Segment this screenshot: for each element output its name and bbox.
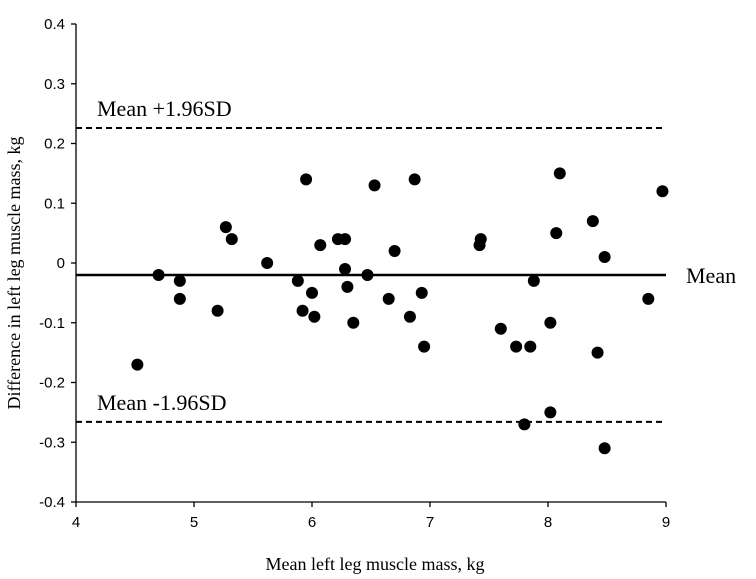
y-axis-label: Difference in left leg muscle mass, kg <box>4 136 24 409</box>
data-point <box>296 304 309 317</box>
data-point <box>591 346 604 359</box>
data-point <box>339 233 352 246</box>
data-point <box>152 268 165 281</box>
data-point <box>474 233 487 246</box>
data-point <box>415 286 428 299</box>
data-point <box>368 179 381 192</box>
data-point <box>550 227 563 240</box>
mean-line-label: Mean <box>686 263 736 288</box>
y-tick-label: -0.1 <box>39 315 65 332</box>
data-point <box>527 274 540 287</box>
data-point <box>173 274 186 287</box>
data-point <box>225 233 238 246</box>
data-point <box>173 292 186 305</box>
data-point <box>656 185 669 198</box>
reference-lines: Mean +1.96SD Mean Mean -1.96SD <box>76 96 736 423</box>
y-tick-label: 0.3 <box>44 76 65 93</box>
data-point <box>382 292 395 305</box>
data-point <box>361 268 374 281</box>
axes: -0.4 -0.3 -0.2 -0.1 0 0.1 0.2 0.3 0.4 4 5 6 7 8 9 <box>39 16 670 531</box>
x-axis-label: Mean left leg muscle mass, kg <box>266 554 485 574</box>
data-point <box>403 310 416 323</box>
data-point <box>524 340 537 353</box>
data-point <box>261 257 274 269</box>
y-tick-label: 0.4 <box>44 16 65 33</box>
data-point <box>518 418 531 431</box>
lower-limit-label: Mean -1.96SD <box>97 390 227 415</box>
data-point <box>388 245 401 258</box>
data-point <box>494 322 507 335</box>
data-point <box>598 251 611 264</box>
x-tick-label: 6 <box>308 514 316 531</box>
data-point <box>300 173 313 186</box>
data-point <box>598 442 611 455</box>
y-tick-label: -0.4 <box>39 494 65 511</box>
y-tick-label: 0.2 <box>44 136 65 153</box>
data-points <box>131 167 669 455</box>
data-point <box>219 221 232 234</box>
data-point <box>341 280 354 293</box>
y-tick-label: 0.1 <box>44 195 65 212</box>
data-point <box>308 310 321 323</box>
y-tick-label: -0.2 <box>39 375 65 392</box>
x-tick-label: 7 <box>426 514 434 531</box>
x-tick-label: 4 <box>72 514 80 531</box>
data-point <box>642 292 655 305</box>
data-point <box>510 340 523 353</box>
data-point <box>544 316 557 329</box>
data-point <box>553 167 566 180</box>
data-point <box>544 406 557 419</box>
x-tick-label: 9 <box>662 514 670 531</box>
data-point <box>291 274 304 287</box>
data-point <box>347 316 360 329</box>
upper-limit-label: Mean +1.96SD <box>97 96 232 121</box>
data-point <box>408 173 421 186</box>
y-tick-label: -0.3 <box>39 434 65 451</box>
data-point <box>339 262 352 275</box>
data-point <box>306 286 318 299</box>
data-point <box>586 215 599 228</box>
data-point <box>131 358 144 371</box>
y-tick-label: 0 <box>57 255 65 272</box>
x-tick-label: 5 <box>190 514 198 531</box>
data-point <box>211 304 224 317</box>
data-point <box>418 340 431 353</box>
data-point <box>314 239 327 252</box>
x-tick-label: 8 <box>544 514 552 531</box>
